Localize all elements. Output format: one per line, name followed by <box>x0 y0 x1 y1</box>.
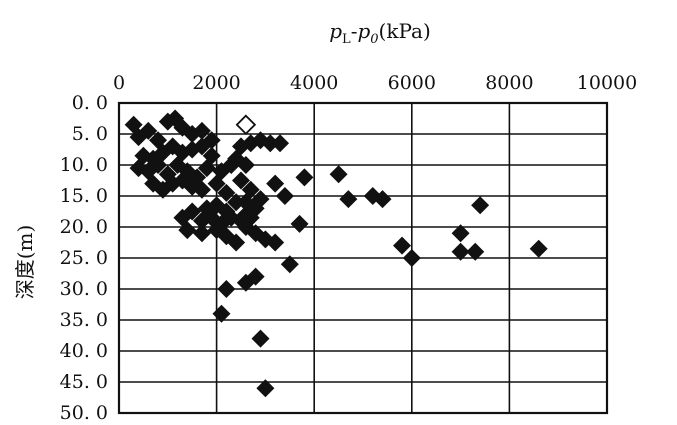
data-point <box>451 224 470 243</box>
x-axis-title-p2: p <box>357 19 370 43</box>
data-point <box>266 233 285 252</box>
data-point <box>261 134 280 153</box>
data-point <box>192 121 211 140</box>
data-point <box>227 193 246 212</box>
data-point <box>329 165 348 184</box>
data-point <box>192 224 211 243</box>
data-point-hollow <box>235 114 257 135</box>
y-axis-title: 深度(m) <box>13 225 37 300</box>
data-point <box>373 190 392 209</box>
y-tick-label: 25. 0 <box>60 247 108 269</box>
data-point <box>256 379 275 398</box>
y-tick-label: 10. 0 <box>60 154 108 176</box>
data-point <box>149 156 168 174</box>
data-point <box>178 221 197 240</box>
data-point <box>192 180 211 199</box>
x-axis-title-dash: - <box>351 19 358 43</box>
data-point <box>402 249 421 267</box>
plot-frame <box>117 101 609 415</box>
data-point <box>212 304 231 323</box>
data-point <box>339 190 358 209</box>
y-tick-label: 30. 0 <box>60 278 108 300</box>
x-axis-title-unit: (kPa) <box>379 19 431 43</box>
data-point <box>232 171 250 190</box>
data-point <box>217 183 236 202</box>
data-point <box>471 196 490 215</box>
grid-layer <box>117 101 609 415</box>
x-axis-title-p1: p <box>329 19 342 43</box>
x-tick-label: 8000 <box>485 72 533 94</box>
y-tick-label: 35. 0 <box>60 309 108 331</box>
data-point <box>295 168 314 187</box>
data-point <box>246 224 265 243</box>
x-tick-label: 4000 <box>290 72 338 94</box>
y-tick-label: 45. 0 <box>60 371 108 393</box>
data-point <box>236 156 255 174</box>
data-point <box>241 134 260 153</box>
y-tick-label: 0. 0 <box>72 92 108 114</box>
data-point <box>466 242 485 261</box>
data-point <box>139 121 158 140</box>
x-tick-label: 2000 <box>192 72 240 94</box>
data-point <box>251 190 270 209</box>
x-axis-title-sub1: L <box>342 32 351 47</box>
data-point <box>251 329 270 348</box>
data-point <box>227 233 246 252</box>
x-tick-label: 0 <box>113 72 125 94</box>
data-point <box>183 202 202 221</box>
data-point <box>207 174 226 193</box>
tick-label-layer: 0 2000 4000 6000 8000 10000 0. 0 5. 0 10. 0 15. 0… <box>60 72 638 424</box>
y-tick-label: 5. 0 <box>72 123 108 145</box>
data-point <box>192 137 211 156</box>
data-point <box>280 255 299 274</box>
data-point <box>197 159 216 178</box>
x-axis-title: pL-p0(kPa) <box>329 19 431 47</box>
x-tick-label: 10000 <box>577 72 637 94</box>
data-point <box>271 134 290 153</box>
x-tick-label: 6000 <box>388 72 436 94</box>
y-tick-label: 50. 0 <box>60 402 108 424</box>
data-point <box>290 214 309 233</box>
data-point <box>393 236 412 255</box>
y-tick-label: 40. 0 <box>60 340 108 362</box>
data-point <box>246 267 265 286</box>
data-point <box>275 187 294 205</box>
data-marker-layer <box>124 109 548 398</box>
data-point <box>266 174 285 193</box>
data-point <box>451 242 470 261</box>
data-point <box>529 239 548 258</box>
y-tick-label: 20. 0 <box>60 216 108 238</box>
y-tick-label: 15. 0 <box>60 185 108 207</box>
x-axis-title-sub2: 0 <box>370 32 378 47</box>
data-point <box>217 280 236 298</box>
